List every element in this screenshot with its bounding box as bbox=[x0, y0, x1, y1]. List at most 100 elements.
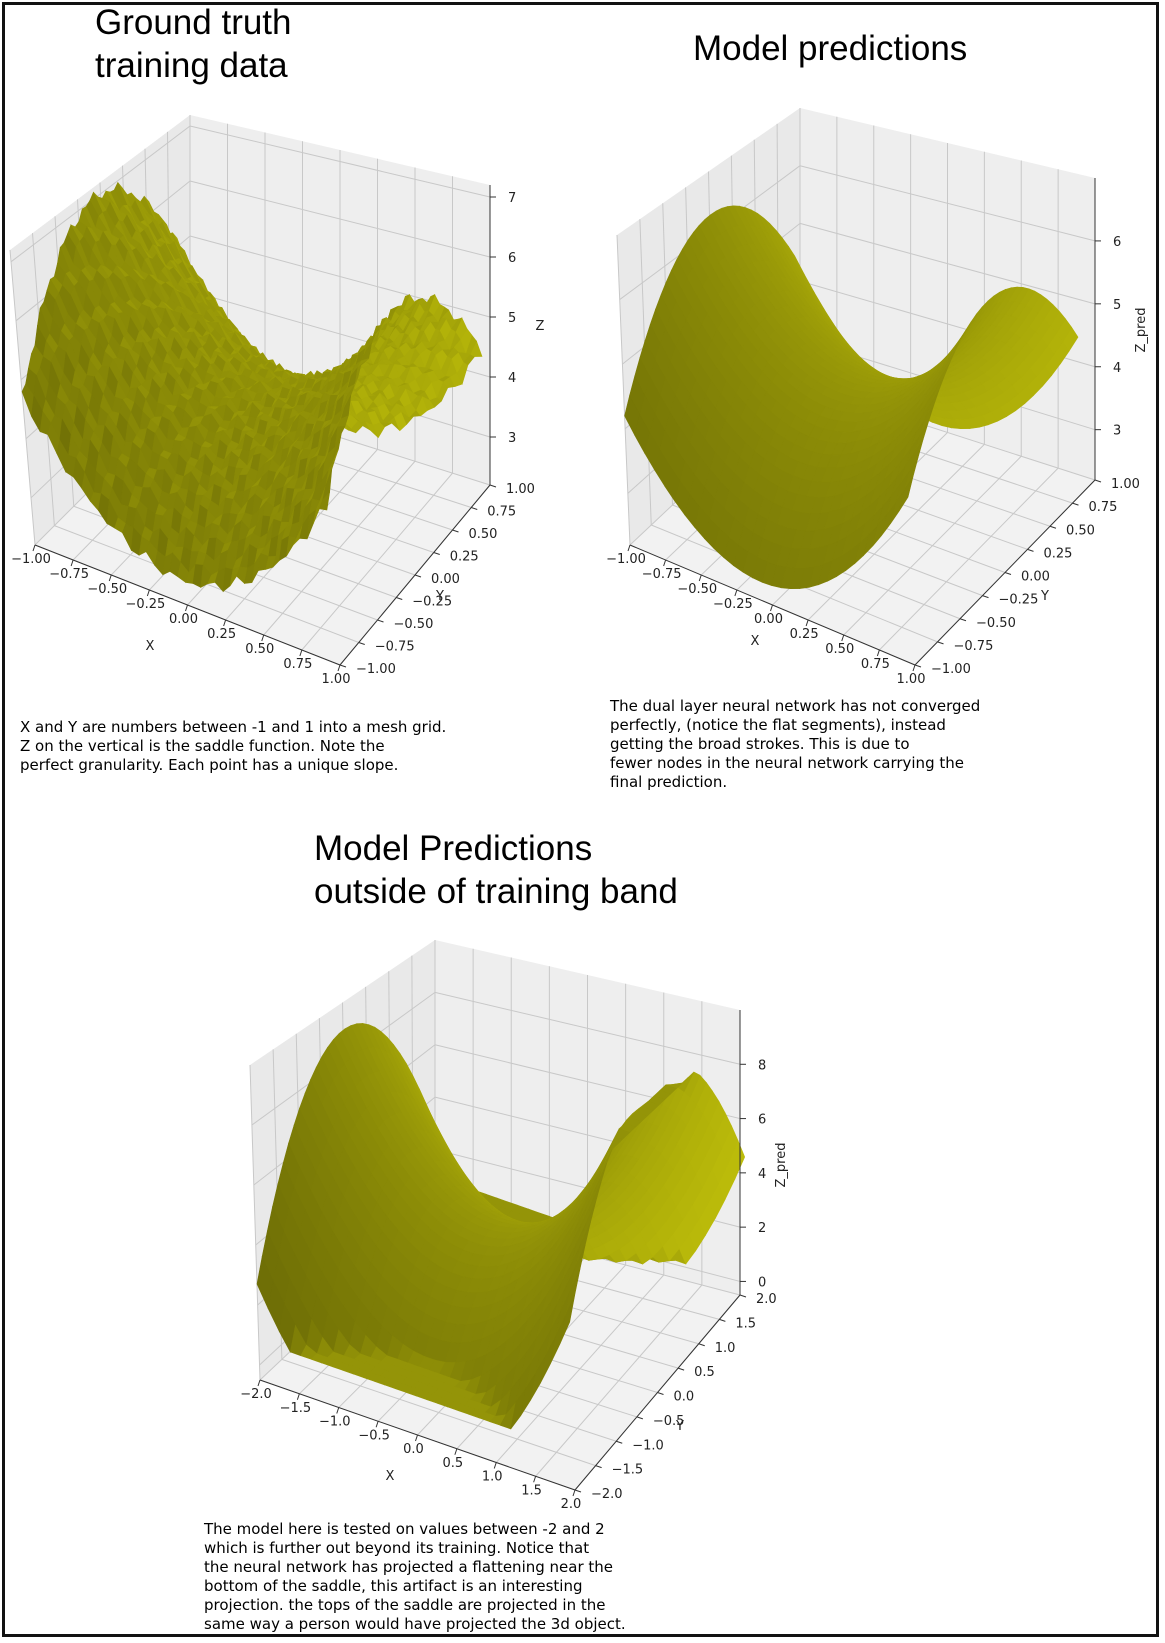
grid-line bbox=[10, 125, 191, 263]
grid-line bbox=[189, 125, 491, 198]
y-tick bbox=[1004, 572, 1012, 575]
y-tick-label: −0.25 bbox=[999, 593, 1039, 608]
surface-patch bbox=[318, 491, 331, 511]
y-tick-label: −0.50 bbox=[976, 616, 1016, 631]
panel-1-title: Ground truth training data bbox=[95, 2, 292, 87]
x-tick bbox=[375, 1421, 379, 1428]
x-tick bbox=[223, 619, 227, 627]
panel-3-title-line-2: outside of training band bbox=[314, 871, 678, 911]
y-tick-label: −2.0 bbox=[591, 1487, 623, 1502]
chart-3: −2.0−1.5−1.0−0.50.00.51.01.52.0−2.0−1.5−… bbox=[240, 940, 789, 1512]
grid-line bbox=[249, 1064, 261, 1381]
y-tick bbox=[595, 1465, 602, 1469]
panel-2-title-line-1: Model predictions bbox=[693, 29, 968, 68]
z-tick-label: 4 bbox=[508, 371, 516, 386]
grid-line bbox=[189, 235, 491, 318]
panel-1-caption: X and Y are numbers between -1 and 1 int… bbox=[20, 718, 447, 774]
z-tick-label: 8 bbox=[758, 1058, 766, 1073]
y-tick bbox=[739, 1294, 747, 1298]
surface bbox=[624, 205, 1079, 590]
y-tick bbox=[616, 1440, 623, 1444]
x-tick-label: 1.00 bbox=[322, 672, 351, 687]
x-tick-label: −0.75 bbox=[49, 567, 89, 582]
y-tick-label: 1.00 bbox=[1111, 477, 1140, 492]
y-tick bbox=[574, 1489, 582, 1493]
z-tick-label: 4 bbox=[758, 1167, 766, 1182]
y-tick-label: 2.0 bbox=[756, 1292, 777, 1307]
surface bbox=[21, 181, 483, 593]
surface bbox=[256, 1022, 746, 1430]
x-tick bbox=[32, 544, 36, 552]
y-tick bbox=[452, 529, 459, 533]
x-tick bbox=[663, 559, 667, 567]
z-axis-label: Z_pred bbox=[774, 1143, 789, 1188]
x-tick bbox=[493, 1462, 497, 1469]
x-tick bbox=[70, 559, 74, 567]
panel-2-title: Model predictions bbox=[693, 28, 967, 71]
y-tick-label: −1.5 bbox=[612, 1463, 644, 1478]
x-tick bbox=[261, 634, 265, 642]
x-tick-label: 0.5 bbox=[443, 1456, 464, 1471]
y-tick bbox=[677, 1367, 685, 1371]
x-tick-label: −1.0 bbox=[319, 1415, 351, 1430]
x-tick-label: −1.00 bbox=[11, 552, 51, 567]
y-axis-label: Y bbox=[1040, 589, 1049, 604]
x-tick-label: 0.75 bbox=[861, 657, 890, 672]
y-tick-label: 0.50 bbox=[1066, 523, 1095, 538]
y-tick-label: 0.25 bbox=[450, 550, 479, 565]
grid-line bbox=[189, 180, 491, 258]
grid-line bbox=[434, 991, 741, 1065]
z-tick-label: 0 bbox=[758, 1275, 766, 1290]
y-tick-label: 0.25 bbox=[1044, 546, 1073, 561]
grid-line bbox=[799, 165, 1096, 242]
x-tick-label: 0.75 bbox=[283, 657, 312, 672]
x-tick bbox=[415, 1434, 418, 1442]
x-tick-label: −0.50 bbox=[677, 582, 717, 597]
x-tick bbox=[336, 1407, 340, 1414]
x-tick bbox=[627, 544, 631, 552]
x-tick-label: −0.25 bbox=[713, 597, 753, 612]
y-axis-label: Y bbox=[675, 1419, 684, 1434]
x-tick bbox=[296, 1393, 300, 1400]
surface-patch bbox=[898, 476, 914, 512]
chart-1: −1.00−0.75−0.50−0.250.000.250.500.751.00… bbox=[9, 115, 545, 687]
x-axis-label: X bbox=[751, 634, 760, 649]
x-tick-label: −0.50 bbox=[87, 582, 127, 597]
y-tick-label: −1.00 bbox=[931, 662, 971, 677]
y-tick-label: −0.75 bbox=[375, 640, 415, 655]
y-tick bbox=[937, 641, 944, 645]
y-tick bbox=[358, 642, 365, 645]
panel-2-caption: The dual layer neural network has not co… bbox=[610, 697, 981, 791]
chart-2: −1.00−0.75−0.50−0.250.000.250.500.751.00… bbox=[606, 108, 1149, 687]
y-tick-label: 0.5 bbox=[694, 1365, 715, 1380]
y-tick bbox=[636, 1416, 644, 1420]
z-tick-label: 7 bbox=[508, 191, 516, 206]
x-tick-label: −0.75 bbox=[642, 567, 682, 582]
panel-1-title-line-2: training data bbox=[95, 45, 288, 85]
y-tick bbox=[489, 484, 497, 488]
x-tick bbox=[533, 1476, 537, 1483]
x-tick-label: 1.0 bbox=[482, 1470, 503, 1485]
y-tick bbox=[914, 664, 922, 668]
x-axis-label: X bbox=[146, 639, 155, 654]
z-tick-label: 6 bbox=[508, 251, 516, 266]
y-tick-label: 1.0 bbox=[715, 1341, 736, 1356]
surface-patch bbox=[559, 1294, 576, 1345]
x-tick bbox=[841, 634, 845, 642]
y-tick bbox=[471, 507, 478, 510]
x-tick-label: 0.00 bbox=[169, 612, 198, 627]
x-tick bbox=[876, 649, 880, 657]
y-tick-label: 0.75 bbox=[1089, 500, 1118, 515]
z-tick-label: 6 bbox=[758, 1113, 766, 1128]
z-axis-label: Z bbox=[536, 319, 545, 334]
y-tick bbox=[982, 595, 989, 599]
x-tick-label: −1.5 bbox=[280, 1401, 312, 1416]
z-axis-label: Z_pred bbox=[1134, 308, 1149, 353]
y-tick bbox=[339, 664, 347, 668]
y-tick-label: 0.50 bbox=[469, 527, 498, 542]
x-tick bbox=[337, 664, 341, 672]
y-tick-label: 0.0 bbox=[674, 1390, 695, 1405]
x-tick-label: 1.5 bbox=[521, 1483, 542, 1498]
